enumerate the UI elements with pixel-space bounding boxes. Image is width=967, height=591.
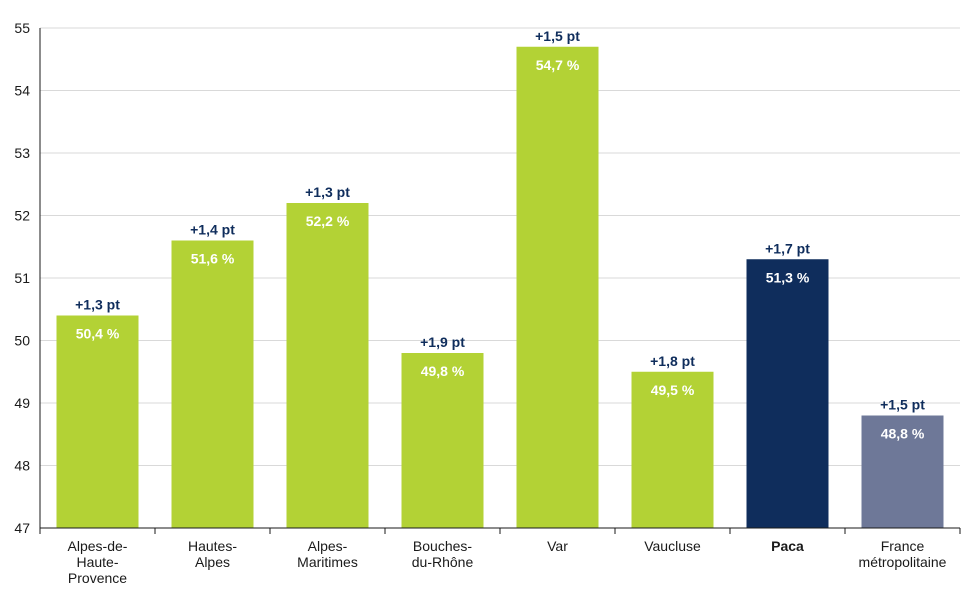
delta-label: +1,3 pt: [75, 297, 120, 313]
bar: [861, 415, 944, 528]
delta-label: +1,5 pt: [535, 28, 580, 44]
category-label: Paca: [771, 538, 804, 554]
y-tick-label: 53: [14, 145, 30, 161]
value-label: 51,6 %: [191, 251, 235, 267]
bars: [56, 46, 944, 528]
value-label: 48,8 %: [881, 426, 925, 442]
value-label: 54,7 %: [536, 57, 580, 73]
value-label: 49,8 %: [421, 363, 465, 379]
bar: [286, 203, 369, 528]
y-tick-label: 51: [14, 270, 30, 286]
y-tick-label: 47: [14, 520, 30, 536]
data-labels: +1,3 pt 50,4 % +1,4 pt 51,6 % +1,3 pt 52,2 % +…: [75, 28, 925, 442]
y-tick-label: 50: [14, 333, 30, 349]
category-label: Bouches-: [413, 538, 472, 554]
bar: [746, 259, 829, 528]
delta-label: +1,3 pt: [305, 184, 350, 200]
value-label: 52,2 %: [306, 213, 350, 229]
y-tick-label: 54: [14, 83, 30, 99]
bar: [516, 46, 599, 528]
category-label: Alpes-de-: [68, 538, 128, 554]
category-label: Alpes: [195, 554, 230, 570]
axes: 47 48 49 50 51 52 53 54 55 Alpes-de-Haute-Provenc…: [14, 20, 961, 586]
category-label: Vaucluse: [644, 538, 701, 554]
category-label: Haute-: [76, 554, 118, 570]
category-label: Maritimes: [297, 554, 358, 570]
bar: [171, 240, 254, 528]
delta-label: +1,9 pt: [420, 334, 465, 350]
category-label: Hautes-: [188, 538, 237, 554]
category-label: Alpes-: [308, 538, 348, 554]
bar: [56, 315, 139, 528]
delta-label: +1,5 pt: [880, 397, 925, 413]
y-tick-label: 49: [14, 395, 30, 411]
bar: [401, 353, 484, 528]
bar: [631, 371, 714, 528]
category-label: France: [881, 538, 925, 554]
category-label: Provence: [68, 570, 127, 586]
category-label: métropolitaine: [859, 554, 947, 570]
value-label: 51,3 %: [766, 269, 810, 285]
category-label: du-Rhône: [412, 554, 474, 570]
value-label: 50,4 %: [76, 326, 120, 342]
value-label: 49,5 %: [651, 382, 695, 398]
y-tick-label: 48: [14, 458, 30, 474]
y-tick-label: 52: [14, 208, 30, 224]
category-label: Var: [547, 538, 568, 554]
y-tick-label: 55: [14, 20, 30, 36]
delta-label: +1,7 pt: [765, 240, 810, 256]
delta-label: +1,8 pt: [650, 353, 695, 369]
delta-label: +1,4 pt: [190, 222, 235, 238]
